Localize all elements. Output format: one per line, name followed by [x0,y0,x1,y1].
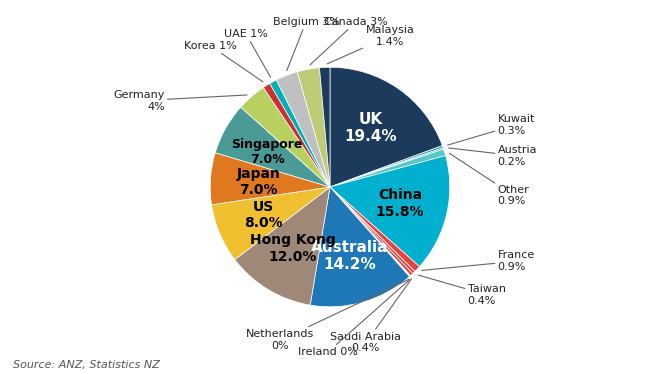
Wedge shape [298,68,330,187]
Text: Canada 3%: Canada 3% [310,17,388,65]
Text: France
0.9%: France 0.9% [422,251,535,272]
Wedge shape [330,67,442,187]
Wedge shape [235,187,330,305]
Text: UK
19.4%: UK 19.4% [345,112,397,144]
Text: Austria
0.2%: Austria 0.2% [448,145,537,167]
Text: China
15.8%: China 15.8% [376,188,424,218]
Wedge shape [330,145,443,187]
Text: UAE 1%: UAE 1% [224,29,271,77]
Text: Singapore
7.0%: Singapore 7.0% [232,138,303,166]
Text: US
8.0%: US 8.0% [244,200,283,230]
Wedge shape [263,83,330,187]
Text: Germany
4%: Germany 4% [114,90,247,111]
Wedge shape [330,187,411,276]
Wedge shape [330,187,412,276]
Text: Hong Kong
12.0%: Hong Kong 12.0% [250,233,336,264]
Wedge shape [277,72,330,187]
Text: Australia
14.2%: Australia 14.2% [311,240,389,272]
Wedge shape [330,156,449,267]
Wedge shape [241,88,330,187]
Wedge shape [330,187,410,277]
Text: Belgium 3%: Belgium 3% [273,17,339,71]
Wedge shape [330,148,444,187]
Wedge shape [319,67,330,187]
Text: Saudi Arabia
0.4%: Saudi Arabia 0.4% [331,279,412,353]
Text: Kuwait
0.3%: Kuwait 0.3% [447,114,535,145]
Wedge shape [310,187,409,307]
Wedge shape [212,187,330,260]
Text: Other
0.9%: Other 0.9% [449,153,529,206]
Wedge shape [211,153,330,205]
Wedge shape [270,80,330,187]
Wedge shape [215,107,330,187]
Text: Malaysia
1.4%: Malaysia 1.4% [327,25,414,64]
Text: Ireland 0%: Ireland 0% [298,279,410,357]
Text: Netherlands
0%: Netherlands 0% [246,279,409,351]
Text: Taiwan
0.4%: Taiwan 0.4% [418,275,506,306]
Wedge shape [330,187,415,273]
Text: Korea 1%: Korea 1% [184,41,263,82]
Wedge shape [330,149,446,187]
Text: Japan
7.0%: Japan 7.0% [236,167,280,197]
Wedge shape [330,187,420,272]
Text: Source: ANZ, Statistics NZ: Source: ANZ, Statistics NZ [13,360,160,370]
